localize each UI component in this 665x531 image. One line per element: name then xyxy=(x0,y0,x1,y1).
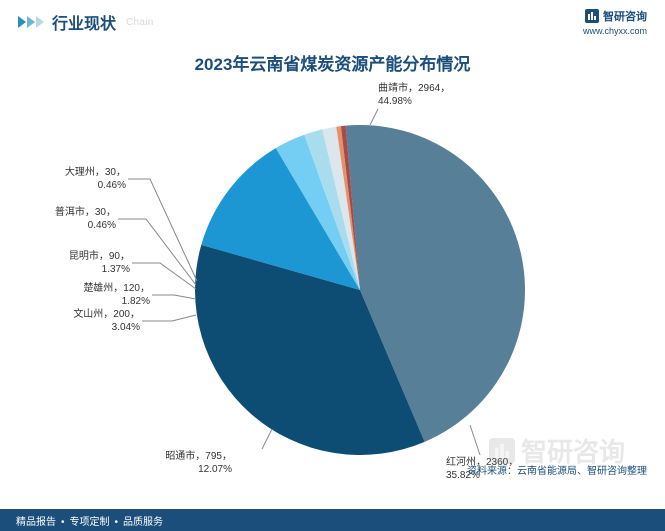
footer-item: 专项定制 xyxy=(56,513,110,528)
chart-area: 曲靖市，2964，44.98%红河州，2360，35.82%昭通市，795，12… xyxy=(0,75,665,505)
brand-icon xyxy=(585,9,599,23)
chart-title: 2023年云南省煤炭资源产能分布情况 xyxy=(0,50,665,75)
source-text: 云南省能源局、智研咨询整理 xyxy=(517,466,647,477)
slice-label: 大理州，30，0.46% xyxy=(65,167,126,192)
slice-label: 普洱市，30，0.46% xyxy=(55,207,116,232)
slice-label: 昭通市，795，12.07% xyxy=(165,451,232,476)
header-right: 智研咨询 www.chyxx.com xyxy=(583,8,647,36)
source-line: 资料来源：云南省能源局、智研咨询整理 xyxy=(467,462,647,477)
brand-name: 智研咨询 xyxy=(603,8,647,24)
footer: 精品报告 专项定制 品质服务 xyxy=(0,509,665,531)
section-subtitle: Chain xyxy=(126,17,154,28)
slice-label: 楚雄州，120，1.82% xyxy=(83,283,150,308)
footer-item: 品质服务 xyxy=(110,513,164,528)
footer-item: 精品报告 xyxy=(16,513,56,528)
header-left: 行业现状 Chain xyxy=(18,10,154,34)
brand-url: www.chyxx.com xyxy=(583,26,647,36)
source-prefix: 资料来源： xyxy=(467,466,517,477)
section-title: 行业现状 xyxy=(52,10,116,34)
slice-label: 昆明市，90，1.37% xyxy=(69,251,130,276)
slice-label: 曲靖市，2964，44.98% xyxy=(378,83,450,108)
chevron-icon xyxy=(18,16,44,28)
slice-label: 文山州，200，3.04% xyxy=(73,309,140,334)
header: 行业现状 Chain 智研咨询 www.chyxx.com xyxy=(0,0,665,42)
